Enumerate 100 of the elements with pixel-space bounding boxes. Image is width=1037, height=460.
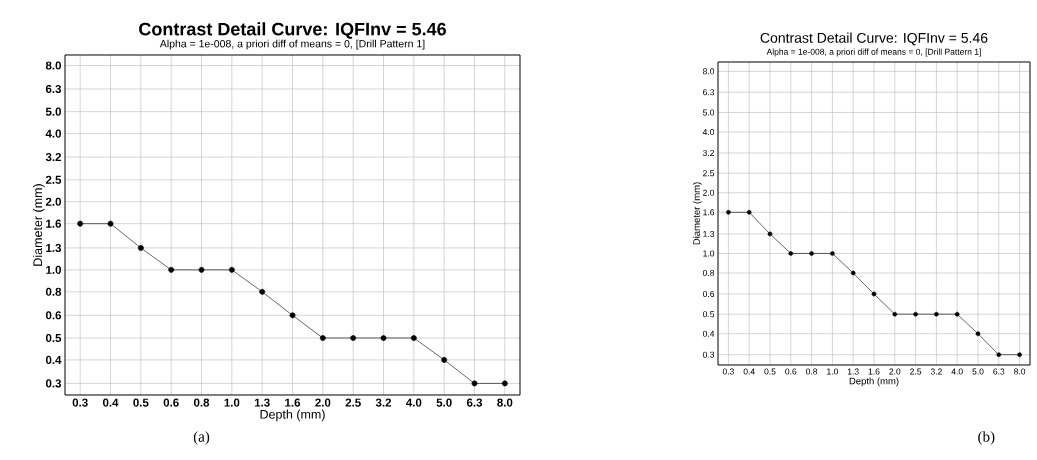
x-tick-label: 5.0 <box>436 398 452 407</box>
point <box>441 357 448 363</box>
point <box>501 380 508 387</box>
x-tick-label: 2.5 <box>910 368 922 375</box>
x-tick-label: 3.2 <box>375 398 392 407</box>
y-tick-label: 1.3 <box>46 243 62 253</box>
x-tick-label: 0.6 <box>163 398 179 407</box>
y-tick-label: 2.0 <box>703 189 715 196</box>
x-tick-label: 0.4 <box>743 368 755 375</box>
y-tick-label: 0.5 <box>45 333 62 343</box>
x-tick-label: 1.0 <box>827 368 838 375</box>
point <box>996 352 1002 357</box>
chart-subtitle: Alpha = 1e-008, a priori diff of means = 0, [Drill Pattern 1] <box>766 48 981 57</box>
x-tick-label: 0.6 <box>785 368 797 375</box>
y-tick-label: 1.0 <box>703 250 715 257</box>
text: (a) <box>193 431 210 445</box>
chart-title: Contrast Detail Curve: IQFInv = 5.46 <box>139 22 446 39</box>
point <box>319 335 326 341</box>
x-tick-label: 8.0 <box>497 398 513 407</box>
x-tick-label: 1.6 <box>868 368 880 375</box>
point <box>850 270 856 276</box>
point <box>913 311 918 317</box>
point <box>809 251 814 256</box>
x-axis-title: Depth (mm) <box>260 409 325 422</box>
chart-title: Contrast Detail Curve: IQFInv = 5.46 <box>760 32 988 46</box>
point <box>198 266 205 273</box>
point <box>1017 352 1022 357</box>
y-tick-label: 1.0 <box>46 265 62 274</box>
y-tick-label: 1.6 <box>46 219 62 228</box>
y-tick-label: 8.0 <box>45 61 62 70</box>
y-tick-label: 6.3 <box>703 89 715 96</box>
point <box>892 311 898 317</box>
x-axis-title: Depth (mm) <box>849 377 899 387</box>
point <box>289 312 296 319</box>
point <box>168 266 175 273</box>
y-tick-label: 0.4 <box>45 355 62 364</box>
y-tick-label: 4.0 <box>45 129 62 138</box>
point <box>767 231 773 237</box>
y-tick-label: 4.0 <box>702 129 715 136</box>
point <box>830 251 835 256</box>
y-axis-title: Diameter (mm) <box>692 182 702 245</box>
x-tick-label: 1.6 <box>285 398 301 407</box>
x-tick-label: 8.0 <box>1014 368 1026 375</box>
x-tick-label: 0.3 <box>72 398 88 407</box>
point <box>871 291 877 297</box>
x-tick-label: 4.0 <box>406 398 422 407</box>
x-tick-label: 4.0 <box>951 368 963 375</box>
y-tick-label: 0.6 <box>702 290 715 297</box>
point <box>350 335 357 341</box>
x-tick-label: 0.8 <box>193 398 210 407</box>
y-tick-label: 0.3 <box>45 379 62 388</box>
y-tick-label: 3.2 <box>702 149 715 156</box>
x-tick-label: 0.5 <box>764 368 776 375</box>
point <box>975 331 981 337</box>
chart-subtitle: Alpha = 1e-008, a priori diff of means = 0, [Drill Pattern 1] <box>159 39 425 50</box>
y-tick-label: 2.5 <box>703 170 715 177</box>
text: (b) <box>978 431 995 445</box>
x-tick-label: 2.0 <box>315 398 331 407</box>
point <box>726 210 731 215</box>
point <box>380 335 387 341</box>
point <box>259 288 266 295</box>
point <box>471 380 478 387</box>
y-axis-title: Diameter (mm) <box>32 184 45 266</box>
point <box>746 210 752 215</box>
y-tick-label: 2.0 <box>45 197 62 206</box>
y-tick-label: 1.6 <box>703 209 715 216</box>
y-tick-label: 0.8 <box>45 287 62 296</box>
x-tick-label: 6.3 <box>993 368 1005 375</box>
y-tick-label: 3.2 <box>45 153 62 162</box>
y-tick-label: 0.3 <box>702 351 715 358</box>
x-tick-label: 0.3 <box>722 368 734 375</box>
x-tick-label: 6.3 <box>466 398 483 407</box>
point <box>77 220 84 227</box>
y-tick-label: 5.0 <box>45 107 62 116</box>
x-tick-label: 1.0 <box>224 398 240 407</box>
x-tick-label: 2.5 <box>345 398 361 407</box>
point <box>410 335 417 341</box>
x-tick-label: 1.3 <box>847 368 859 375</box>
point <box>107 220 114 227</box>
y-tick-label: 1.3 <box>703 230 715 237</box>
y-tick-label: 5.0 <box>703 109 715 116</box>
y-tick-label: 6.3 <box>45 84 62 94</box>
point <box>228 266 235 273</box>
x-tick-label: 5.0 <box>972 368 984 375</box>
point <box>137 245 144 251</box>
x-tick-label: 0.4 <box>102 398 119 407</box>
x-tick-label: 2.0 <box>889 368 901 375</box>
y-tick-label: 0.6 <box>45 311 62 320</box>
point <box>788 251 794 256</box>
point <box>934 311 939 317</box>
x-tick-label: 0.8 <box>806 368 818 375</box>
y-tick-label: 8.0 <box>703 68 715 75</box>
y-tick-label: 2.5 <box>45 175 62 184</box>
x-tick-label: 0.5 <box>133 398 149 407</box>
x-tick-label: 1.3 <box>254 398 270 407</box>
y-tick-label: 0.8 <box>702 270 715 277</box>
point <box>954 311 960 317</box>
y-tick-label: 0.4 <box>702 330 715 337</box>
y-tick-label: 0.5 <box>702 311 715 318</box>
x-tick-label: 3.2 <box>930 368 942 375</box>
